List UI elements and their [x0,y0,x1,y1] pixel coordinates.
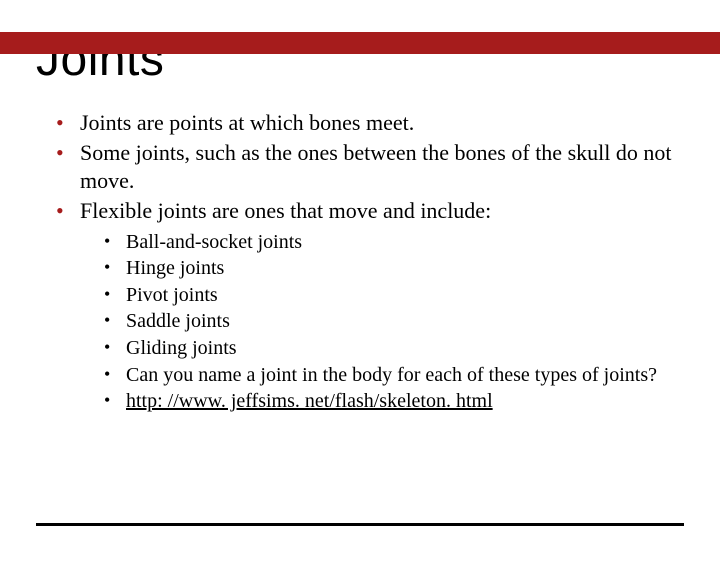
bullet-text: Joints are points at which bones meet. [80,110,414,135]
bullet-text: Some joints, such as the ones between th… [80,140,671,193]
sub-bullet-text: Can you name a joint in the body for eac… [126,364,657,386]
sub-bullet-text: Ball-and-socket joints [126,231,302,253]
sub-bullet-item: Ball-and-socket joints [104,230,684,256]
bullet-item: Flexible joints are ones that move and i… [56,197,684,414]
bullet-item: Joints are points at which bones meet. [56,109,684,137]
sub-bullet-item: http: //www. jeffsims. net/flash/skeleto… [104,389,684,415]
bullet-list: Joints are points at which bones meet. S… [56,109,684,415]
sub-bullet-item: Can you name a joint in the body for eac… [104,363,684,389]
sub-bullet-text: Saddle joints [126,310,230,332]
sub-bullet-item: Saddle joints [104,309,684,335]
accent-topbar [0,32,720,54]
bottom-rule [36,523,684,526]
slide: Joints Joints are points at which bones … [0,32,720,572]
bullet-item: Some joints, such as the ones between th… [56,139,684,195]
sub-bullet-item: Hinge joints [104,256,684,282]
sub-bullet-text: Hinge joints [126,257,224,279]
sub-bullet-text: Pivot joints [126,284,218,306]
sub-bullet-item: Pivot joints [104,283,684,309]
sub-bullet-list: Ball-and-socket joints Hinge joints Pivo… [104,230,684,415]
sub-bullet-item: Gliding joints [104,336,684,362]
link-text[interactable]: http: //www. jeffsims. net/flash/skeleto… [126,390,493,412]
sub-bullet-text: Gliding joints [126,337,237,359]
bullet-text: Flexible joints are ones that move and i… [80,198,491,223]
